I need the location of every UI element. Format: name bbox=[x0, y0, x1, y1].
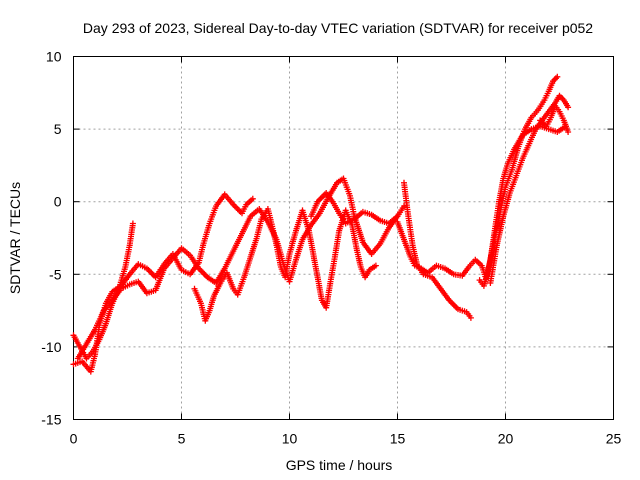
y-tick-label: -15 bbox=[41, 412, 61, 428]
y-tick-labels: -15 -10 -5 0 5 10 bbox=[41, 49, 61, 428]
data-point bbox=[565, 104, 572, 111]
data-point bbox=[249, 195, 256, 202]
x-tick-label: 5 bbox=[178, 431, 186, 447]
data-point bbox=[394, 213, 401, 220]
x-tick-label: 10 bbox=[282, 431, 298, 447]
data-point bbox=[554, 73, 561, 80]
series-trace-1 bbox=[70, 220, 136, 362]
series-trace-6 bbox=[401, 179, 474, 321]
series-trace-3 bbox=[74, 175, 407, 362]
data-point bbox=[129, 220, 136, 227]
y-axis-label: SDTVAR / TECUs bbox=[7, 182, 23, 294]
y-tick-label: 5 bbox=[54, 121, 62, 137]
y-tick-label: -5 bbox=[49, 266, 62, 282]
series-trace-9 bbox=[537, 102, 572, 135]
series-trace-10 bbox=[308, 190, 401, 227]
data-marks bbox=[70, 73, 572, 375]
y-tick-label: 0 bbox=[54, 194, 62, 210]
x-axis-label: GPS time / hours bbox=[286, 457, 393, 473]
x-tick-label: 15 bbox=[390, 431, 406, 447]
x-tick-label: 0 bbox=[70, 431, 78, 447]
data-point bbox=[372, 262, 379, 269]
series-trace-8 bbox=[487, 92, 572, 286]
series-trace-7 bbox=[476, 73, 561, 289]
x-tick-label: 25 bbox=[606, 431, 622, 447]
x-tick-label: 20 bbox=[498, 431, 514, 447]
axis-ticks bbox=[73, 56, 614, 420]
series-trace-4 bbox=[191, 206, 379, 324]
plot-frame bbox=[73, 56, 614, 420]
chart-title: Day 293 of 2023, Sidereal Day-to-day VTE… bbox=[83, 20, 593, 36]
data-point bbox=[467, 314, 474, 321]
y-tick-label: 10 bbox=[46, 49, 62, 65]
data-point bbox=[565, 129, 572, 135]
series-trace-5 bbox=[394, 123, 569, 282]
y-tick-label: -10 bbox=[41, 339, 61, 355]
data-point bbox=[401, 203, 407, 210]
x-tick-labels: 0 5 10 15 20 25 bbox=[70, 431, 622, 447]
grid-lines bbox=[73, 56, 614, 420]
